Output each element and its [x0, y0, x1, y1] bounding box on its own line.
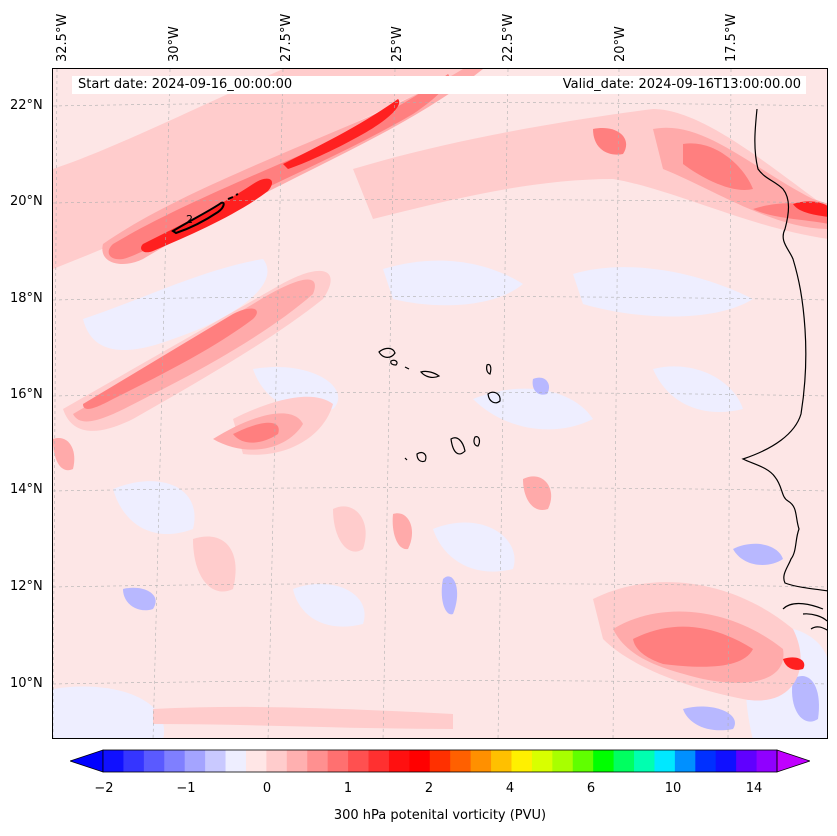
colorbar-tick: 2 [424, 781, 434, 796]
longitude-label: 27.5°W [279, 13, 294, 62]
colorbar-cell [225, 750, 247, 772]
colorbar-cell [245, 750, 267, 772]
colorbar-cell [552, 750, 574, 772]
colorbar-cell [470, 750, 492, 772]
colorbar-cell [429, 750, 451, 772]
colorbar-tick: 14 [745, 781, 763, 796]
colorbar-cell [715, 750, 737, 772]
latitude-label: 16°N [10, 387, 43, 402]
colorbar-tick: −2 [94, 781, 114, 796]
colorbar-tick: −1 [176, 781, 196, 796]
colorbar-extend-high [776, 749, 810, 773]
colorbar-cell [307, 750, 329, 772]
colorbar-cell [654, 750, 676, 772]
cape-verde-islands [378, 347, 501, 463]
colorbar-cell [368, 750, 390, 772]
colorbar [70, 749, 810, 773]
colorbar-label: 300 hPa potenital vorticity (PVU) [333, 808, 547, 823]
longitude-label: 25°W [390, 26, 405, 62]
colorbar-cell [572, 750, 594, 772]
contour-value-label: 2 [186, 213, 193, 226]
latitude-label: 20°N [10, 194, 43, 209]
colorbar-cell [327, 750, 349, 772]
africa-coastline [741, 108, 827, 631]
latitude-label: 12°N [10, 579, 43, 594]
colorbar-cells [70, 749, 810, 773]
longitude-label: 32.5°W [55, 13, 70, 62]
colorbar-cell [164, 750, 186, 772]
colorbar-cell [450, 750, 472, 772]
date-info-bar [72, 76, 806, 94]
latitude-label: 14°N [10, 482, 43, 497]
colorbar-cell [123, 750, 145, 772]
colorbar-tick: 10 [664, 781, 682, 796]
colorbar-cell [491, 750, 512, 772]
colorbar-extend-low [70, 749, 104, 773]
colorbar-cell [634, 750, 655, 772]
colorbar-cell [613, 750, 635, 772]
longitude-label: 20°W [613, 26, 628, 62]
colorbar-cell [409, 750, 431, 772]
colorbar-cell [388, 750, 410, 772]
colorbar-cell [756, 750, 778, 772]
start-date-text: Start date: 2024-09-16_00:00:00 [78, 77, 293, 92]
positive-pv-strong [83, 74, 827, 667]
latitude-label: 18°N [10, 291, 43, 306]
map-area: 2 [52, 68, 828, 739]
colorbar-cell [143, 750, 165, 772]
latitude-label: 10°N [10, 676, 43, 691]
colorbar-cell [205, 750, 227, 772]
colorbar-cell [593, 750, 615, 772]
colorbar-cell [184, 750, 206, 772]
colorbar-tick: 4 [505, 781, 515, 796]
latitude-label: 22°N [10, 98, 43, 113]
positive-pv-max [141, 99, 827, 670]
colorbar-frame [102, 749, 778, 773]
colorbar-cell [531, 750, 553, 772]
longitude-label: 22.5°W [501, 13, 516, 62]
longitude-label: 30°W [167, 26, 182, 62]
pv-field-map: 2 [53, 69, 827, 738]
colorbar-cell [266, 750, 288, 772]
colorbar-cell [286, 750, 308, 772]
map-gridlines [53, 69, 827, 738]
negative-pv-strong [123, 377, 819, 731]
valid-date-text: Valid_date: 2024-09-16T13:00:00.00 [562, 77, 801, 92]
colorbar-cell [674, 750, 696, 772]
colorbar-cell [348, 750, 370, 772]
colorbar-tick: 0 [262, 781, 272, 796]
colorbar-tick: 1 [343, 781, 353, 796]
colorbar-cell [511, 750, 533, 772]
pv-2-contour [171, 193, 239, 235]
colorbar-cell [695, 750, 717, 772]
longitude-label: 17.5°W [724, 13, 739, 62]
colorbar-cell [103, 750, 124, 772]
colorbar-tick: 6 [586, 781, 596, 796]
colorbar-cell [736, 750, 758, 772]
